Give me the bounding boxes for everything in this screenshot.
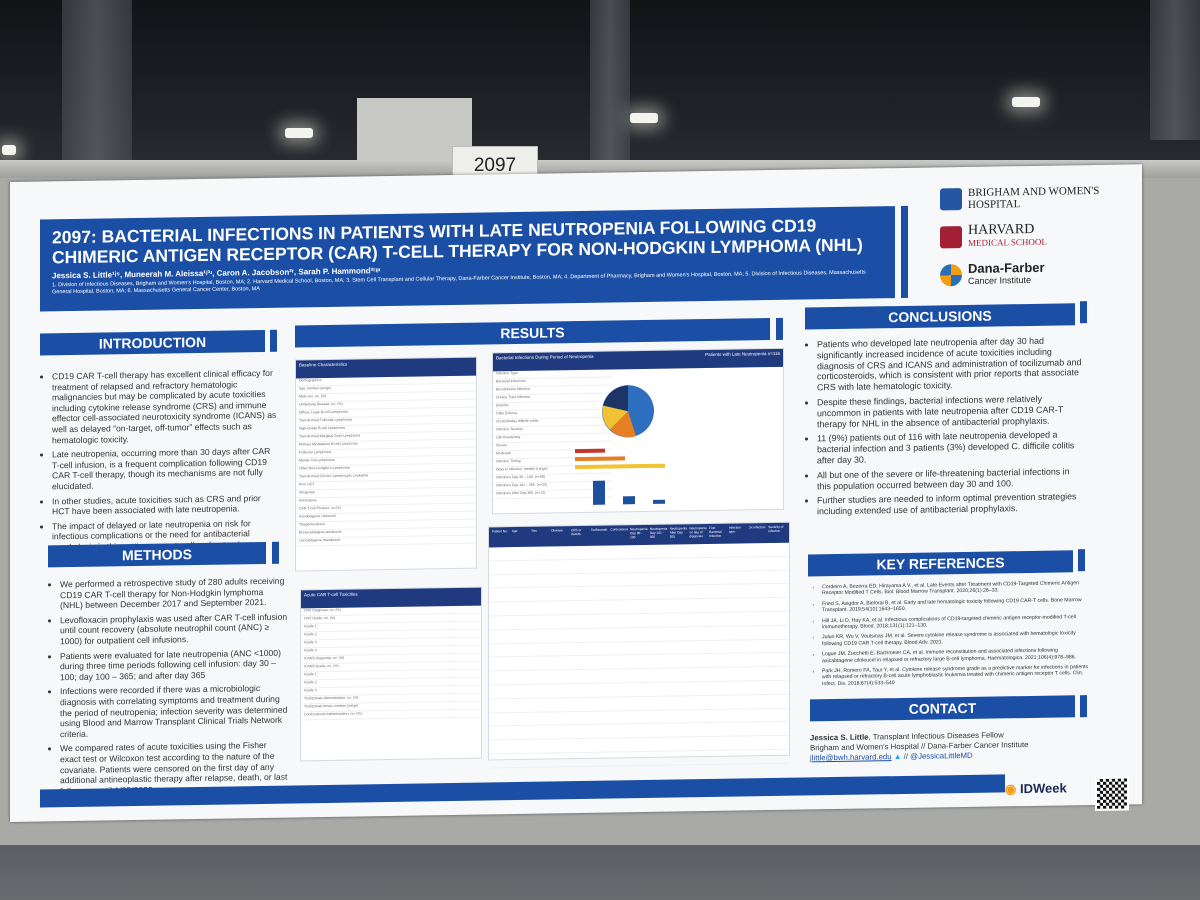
idweek-sun-icon: ◉ — [1005, 781, 1017, 797]
ceiling-light — [2, 145, 16, 155]
patient-table-column-header: Dx Infection — [748, 525, 766, 530]
booth-number: 2097 — [473, 155, 517, 176]
baseline-characteristics-table: Baseline Characteristics Demographics Age… — [295, 356, 477, 572]
harvard-shield-icon — [940, 226, 962, 249]
conclusion-point: 11 (9%) patients out of 116 with late ne… — [817, 429, 1085, 466]
bacterial-infections-table: Bacterial Infections During Period of Ne… — [492, 347, 784, 515]
patient-table-column-header: Severity of Infection — [768, 524, 784, 534]
logo-dana-farber: Dana-Farber Cancer Institute — [940, 259, 1045, 288]
methods-side-strip — [272, 541, 279, 564]
methods-point: Infections were recorded if there was a … — [60, 683, 288, 740]
logo-harvard-text: HARVARD MEDICAL SCHOOL — [968, 222, 1047, 249]
logo-dfci-line2: Cancer Institute — [968, 274, 1032, 286]
infections-table-header: Bacterial Infections During Period of Ne… — [493, 348, 783, 372]
references-side-strip — [1078, 549, 1085, 572]
patient-table-column-header: Disease — [551, 528, 563, 533]
methods-body: We performed a retrospective study of 28… — [48, 576, 288, 801]
patient-table-column-header: Tocilizumab — [590, 527, 608, 532]
patient-table-column-header: Neutropenia on day of diagnosis — [689, 526, 707, 539]
logo-bwh-text: BRIGHAM AND WOMEN'S HOSPITAL — [968, 184, 1100, 211]
contact-body: Jessica S. Little, Transplant Infectious… — [810, 729, 1100, 764]
research-poster: 2097: BACTERIAL INFECTIONS IN PATIENTS W… — [10, 164, 1142, 823]
introduction-heading: INTRODUCTION — [40, 329, 265, 356]
twitter-bird-icon: ▲ — [893, 751, 902, 762]
patient-table-column-header: Infection type — [728, 525, 741, 534]
ceiling-light — [1012, 97, 1040, 107]
poster-title-band: 2097: BACTERIAL INFECTIONS IN PATIENTS W… — [40, 206, 895, 312]
bwh-shield-icon — [940, 188, 962, 211]
patient-table-column-header: Patient No. — [492, 529, 508, 534]
contact-email[interactable]: jlittle@bwh.harvard.edu — [810, 752, 892, 763]
reference-item: Fried S, Avigdor A, Bielorai B, et al. E… — [822, 597, 1090, 614]
reference-item: Hill JA, Li D, Hay KA, et al. Infectious… — [822, 614, 1090, 631]
key-references-heading: KEY REFERENCES — [808, 550, 1073, 577]
glass-reflection-column — [590, 0, 630, 160]
infections-table-title: Bacterial Infections During Period of Ne… — [496, 353, 594, 361]
glass-reflection-column — [62, 0, 132, 175]
references-body: Cordeiro A, Bezerra ED, Hirayama A V., e… — [810, 580, 1090, 692]
infection-bar-chart — [575, 448, 665, 505]
dana-farber-icon — [940, 264, 962, 287]
intro-side-strip — [270, 329, 277, 352]
reference-item: Cordeiro A, Bezerra ED, Hirayama A V., e… — [822, 580, 1090, 597]
intro-point: Late neutropenia, occurring more than 30… — [52, 446, 280, 492]
baseline-table-rows: Demographics Age, median (range) Male sex,… — [296, 375, 476, 547]
baseline-table-row: Lisocabtagene maraleucel — [296, 535, 476, 547]
logo-dfci-line1: Dana-Farber — [968, 259, 1045, 276]
patient-table-column-header: Neutropenia After Day 365 — [669, 526, 687, 539]
patient-table-column-header: Neutropenia Day 30 - 100 — [630, 526, 648, 540]
logo-bwh: BRIGHAM AND WOMEN'S HOSPITAL — [940, 185, 1108, 212]
acute-toxicities-table: Acute CAR T-cell Toxicities CRS Diagnosi… — [300, 586, 482, 762]
infections-table-column: Patients with Late Neutropenia n=116 — [705, 350, 780, 358]
contact-name: Jessica S. Little — [810, 732, 869, 743]
methods-point: Patients were evaluated for late neutrop… — [60, 647, 288, 682]
conclusions-heading: CONCLUSIONS — [805, 303, 1075, 330]
logo-harvard: HARVARD MEDICAL SCHOOL — [940, 222, 1047, 250]
conclusions-body: Patients who developed late neutropenia … — [805, 335, 1085, 521]
patient-table-column-header: Neutropenia Day 101 - 365 — [649, 526, 668, 539]
methods-point: We performed a retrospective study of 28… — [60, 576, 288, 611]
reference-item: Juluri KR, Wu V, Voutsinas JM, et al. Se… — [822, 630, 1090, 647]
conclusions-side-strip — [1080, 301, 1087, 324]
methods-heading: METHODS — [48, 541, 266, 568]
ceiling-light — [285, 128, 313, 138]
results-side-strip — [776, 317, 783, 340]
contact-side-strip — [1080, 695, 1087, 718]
patient-table-column-header: Sex — [531, 528, 537, 533]
conclusion-point: All but one of the severe or life-threat… — [817, 466, 1085, 492]
introduction-body: CD19 CAR T-cell therapy has excellent cl… — [40, 368, 280, 557]
logo-dfci-text: Dana-Farber Cancer Institute — [968, 259, 1045, 287]
conclusion-point: Further studies are needed to inform opt… — [817, 491, 1085, 517]
methods-point: Levofloxacin prophylaxis was used after … — [60, 611, 288, 646]
conclusion-point: Patients who developed late neutropenia … — [817, 335, 1085, 393]
toxicities-table-row: Corticosteroid Administration, no. (%) — [301, 709, 481, 721]
results-heading: RESULTS — [295, 318, 770, 348]
logo-harvard-line2: MEDICAL SCHOOL — [968, 236, 1047, 248]
intro-point: CD19 CAR T-cell therapy has excellent cl… — [52, 368, 280, 446]
glass-reflection-column — [1150, 0, 1200, 140]
patient-table-column-header: CRS or ICANS — [570, 528, 582, 537]
ceiling-light — [630, 113, 658, 123]
qr-code-icon — [1095, 776, 1129, 811]
patient-table-column-header: First Bacterial Infection — [709, 525, 722, 539]
infection-pie-chart — [602, 385, 654, 438]
idweek-label: IDWeek — [1019, 780, 1067, 797]
reference-item: Logue JM, Zucchetti E, Bachmeier CA, et … — [822, 647, 1090, 664]
intro-point: In other studies, acute toxicities such … — [52, 492, 280, 517]
toxicities-table-rows: CRS Diagnosis, no. (%) CRS Grade, no. (%)… — [301, 605, 481, 721]
reference-item: Park JH, Romero FA, Taur Y, et al. Cytok… — [822, 664, 1090, 687]
patient-table-column-header: Age — [511, 529, 518, 534]
contact-twitter-handle[interactable]: // @JessicaLittleMD — [903, 750, 973, 761]
patient-table-column-header: Corticosteroids — [610, 527, 629, 532]
patient-table-rows — [489, 542, 789, 769]
contact-heading: CONTACT — [810, 695, 1075, 722]
conclusion-point: Despite these findings, bacterial infect… — [817, 393, 1085, 430]
idweek-logo: ◉ IDWeek — [1005, 780, 1067, 797]
patient-infection-table: Patient No. Age Sex Disease CRS or ICANS Toci… — [488, 521, 790, 769]
title-side-strip — [901, 205, 908, 299]
